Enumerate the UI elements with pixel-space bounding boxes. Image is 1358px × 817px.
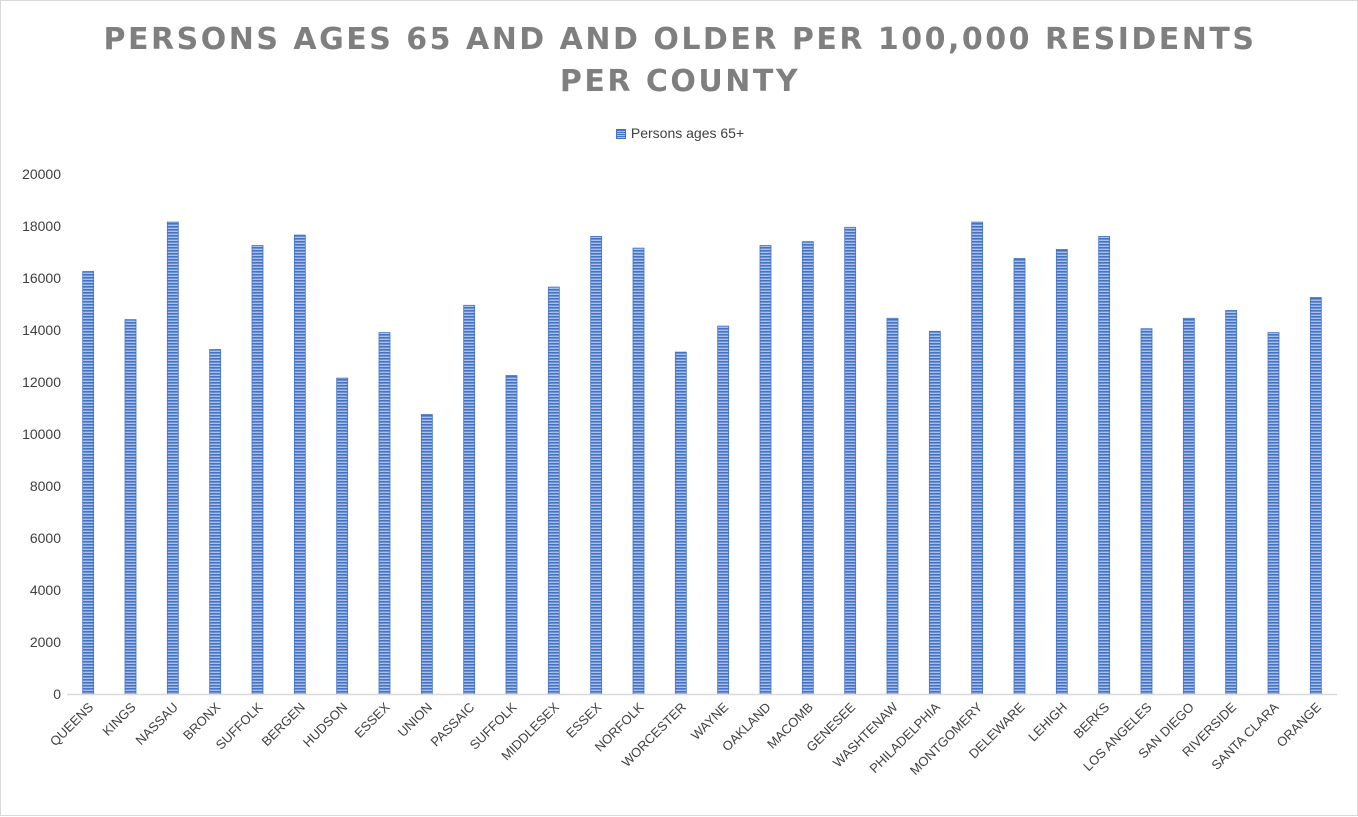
bar-montgomery — [971, 221, 984, 695]
bar-norfolk — [632, 247, 645, 695]
chart-title: PERSONS AGES 65 AND AND OLDER PER 100,00… — [103, 22, 1257, 99]
y-tick-label: 20000 — [22, 166, 61, 182]
bar-worcester — [674, 351, 687, 695]
x-tick-label: BERKS — [1071, 699, 1113, 741]
x-tick-label: QUEENS — [47, 699, 97, 749]
y-tick-label: 14000 — [22, 322, 61, 338]
x-tick-label: UNION — [395, 700, 435, 740]
bar-queens — [82, 271, 95, 695]
x-tick-label: HUDSON — [300, 700, 350, 750]
bar-union — [420, 414, 433, 695]
bar-bronx — [209, 349, 222, 695]
y-tick-label: 16000 — [22, 270, 61, 286]
y-tick-label: 12000 — [22, 374, 61, 390]
bar-deleware — [1013, 258, 1026, 695]
bar-suffolk — [251, 245, 264, 695]
y-tick-label: 4000 — [30, 582, 61, 598]
x-tick-label: ORANGE — [1274, 699, 1325, 750]
bar-los-angeles — [1140, 328, 1153, 695]
y-tick-label: 6000 — [30, 530, 61, 546]
x-tick-label: BERGEN — [259, 700, 308, 749]
bar-oakland — [759, 245, 772, 695]
bars — [82, 221, 1322, 695]
bar-wayne — [717, 325, 730, 695]
bar-essex — [378, 332, 391, 695]
x-tick-label: MONTGOMERY — [907, 699, 986, 778]
y-tick-label: 2000 — [30, 634, 61, 650]
bar-nassau — [166, 221, 179, 695]
x-tick-label: LEHIGH — [1025, 700, 1070, 745]
bar-washtenaw — [886, 317, 899, 695]
bar-genesee — [844, 226, 857, 695]
y-axis: 0 2000 4000 6000 8000 10000 12000 14000 16000 180… — [22, 166, 61, 702]
y-tick-label: 10000 — [22, 426, 61, 442]
bar-middlesex — [547, 286, 560, 695]
bar-orange — [1309, 297, 1322, 695]
bar-bergen — [293, 234, 306, 695]
legend: Persons ages 65+ — [1, 125, 1358, 141]
bar-essex — [590, 235, 603, 695]
bar-macomb — [801, 241, 814, 695]
bar-kings — [124, 319, 137, 695]
x-tick-label: ESSEX — [563, 699, 604, 740]
bar-lehigh — [1055, 248, 1068, 695]
bar-suffolk — [505, 375, 518, 695]
bar-berks — [1098, 235, 1111, 695]
bar-riverside — [1225, 310, 1238, 695]
y-tick-label: 8000 — [30, 478, 61, 494]
bar-san-diego — [1182, 317, 1195, 695]
x-tick-label: KINGS — [99, 699, 138, 738]
legend-label: Persons ages 65+ — [630, 125, 745, 141]
bar-santa-clara — [1267, 332, 1280, 695]
x-tick-label: SUFFOLK — [213, 699, 266, 752]
bar-philadelphia — [928, 330, 941, 695]
y-tick-label: 0 — [53, 686, 61, 702]
bar-hudson — [336, 377, 349, 695]
y-tick-label: 18000 — [22, 218, 61, 234]
x-tick-label: ESSEX — [351, 699, 392, 740]
legend-swatch — [615, 129, 626, 139]
bar-passaic — [463, 304, 476, 695]
x-tick-label: NASSAU — [133, 700, 181, 748]
